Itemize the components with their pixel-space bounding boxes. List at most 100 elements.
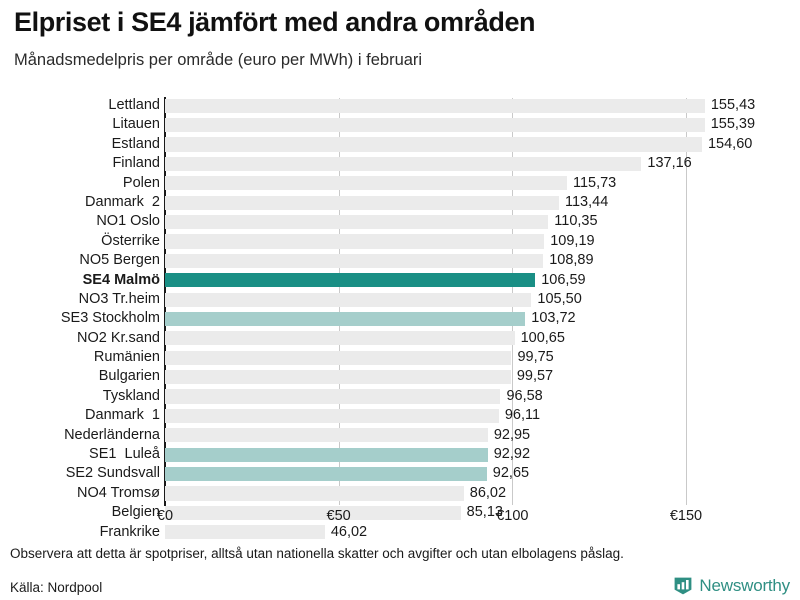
bar-value-label: 85,13: [466, 504, 503, 521]
bar-value-label: 96,11: [504, 407, 541, 424]
bar: [165, 253, 544, 268]
bar-value-label: 96,58: [506, 387, 543, 404]
x-axis-tick-label: €0: [156, 508, 174, 524]
bar-row-label: NO1 Oslo: [96, 213, 160, 230]
bar-row: Finland 137,16: [0, 154, 800, 173]
bar: [165, 292, 532, 307]
bar-value-label: 106,59: [541, 271, 586, 288]
chart-footer: Observera att detta är spotpriser, allts…: [10, 546, 790, 600]
bar-value-label: 109,19: [550, 232, 595, 249]
bar-row-label: SE3 Stockholm: [60, 310, 160, 327]
bar-row-label: NO4 Tromsø: [77, 484, 160, 501]
bar: [165, 505, 461, 520]
bar-row-label: SE2 Sundsvall: [65, 465, 160, 482]
bar: [165, 234, 545, 249]
bar-row: Polen 115,73: [0, 174, 800, 193]
x-axis: €0 €50 €100 €150: [0, 508, 800, 534]
source-row: Källa: Nordpool Newsworthy: [10, 576, 790, 600]
page-title: Elpriset i SE4 jämfört med andra områden: [14, 7, 536, 37]
bar-row: SE1 Luleå 92,92: [0, 445, 800, 464]
bar-row-label: Finland: [112, 155, 160, 172]
bar-chart-icon: [675, 577, 692, 595]
bar-value-label: 115,73: [572, 174, 617, 191]
bar-value-label: 108,89: [549, 252, 594, 269]
bar-value-label: 100,65: [520, 329, 565, 346]
bar-row-label: Bulgarien: [98, 368, 160, 385]
bar-row: Bulgarien 99,57: [0, 367, 800, 386]
bar-row: NO5 Bergen 108,89: [0, 251, 800, 270]
bar-value-label: 92,92: [493, 446, 531, 463]
bar-value-label: 155,39: [710, 116, 756, 133]
bar-value-label: 46,02: [330, 523, 368, 540]
bar-value-label: 113,44: [565, 193, 609, 210]
x-axis-tick-label: €100: [496, 508, 529, 524]
bar-row-label: Tyskland: [102, 387, 160, 404]
bar: [165, 525, 325, 540]
bar-row-label: Belgien: [111, 504, 160, 521]
bar-value-label: 110,35: [554, 213, 598, 230]
chart-header: Elpriset i SE4 jämfört med andra områden…: [14, 7, 786, 70]
bar-value-label: 92,65: [492, 465, 530, 482]
bar-row-label: Nederländerna: [64, 426, 160, 443]
x-axis-tick-label: €50: [326, 508, 351, 524]
bar-row-label: Polen: [122, 174, 160, 191]
bar: [165, 137, 702, 152]
bar-row: SE2 Sundsvall 92,65: [0, 464, 800, 483]
bar-row: Danmark 1 96,11: [0, 406, 800, 425]
bar-row: SE3 Stockholm 103,72: [0, 309, 800, 328]
bar-value-label: 103,72: [531, 310, 576, 327]
bar-value-label: 105,50: [537, 290, 582, 307]
bar-row: Nederländerna 92,95: [0, 426, 800, 445]
bar-value-label: 99,75: [517, 349, 554, 366]
bar-row: NO2 Kr.sand 100,65: [0, 329, 800, 348]
bar-row-label: Danmark 1: [85, 407, 160, 424]
bar-row-label: Litauen: [112, 116, 160, 133]
bar-row-label: SE4 Malmö: [82, 271, 160, 288]
bar-value-label: 154,60: [707, 135, 753, 152]
bar-value-label: 155,43: [710, 97, 756, 113]
bar-row-label: NO3 Tr.heim: [78, 290, 160, 307]
footnote: Observera att detta är spotpriser, allts…: [10, 546, 624, 561]
bar-value-label: 137,16: [647, 155, 692, 172]
brand-name: Newsworthy: [699, 576, 790, 595]
bar-value-label: 99,57: [516, 368, 554, 385]
bar: [165, 428, 488, 443]
bar: [165, 447, 488, 462]
bar-row-label: Rumänien: [93, 349, 160, 366]
bar: [165, 214, 549, 230]
bar-row-label: Österrike: [101, 232, 160, 249]
bar-row: NO1 Oslo 110,35: [0, 212, 800, 231]
bar-value-label: 92,95: [493, 426, 531, 443]
bar-row: Estland 154,60: [0, 135, 800, 154]
bar: [165, 389, 501, 404]
bar-row-label: SE1 Luleå: [89, 446, 160, 463]
bar: [165, 117, 705, 133]
bar: [165, 98, 705, 113]
bar: [165, 176, 567, 191]
bar-row: Lettland 155,43: [0, 96, 800, 115]
bar-row-label: Estland: [111, 135, 160, 152]
bar-row: NO3 Tr.heim 105,50: [0, 290, 800, 309]
bar-row: NO4 Tromsø 86,02: [0, 484, 800, 503]
brand-logo: Newsworthy: [673, 576, 790, 596]
bar: [165, 486, 464, 501]
bar-row-label: NO5 Bergen: [79, 252, 160, 269]
chart-subtitle: Månadsmedelpris per område (euro per MWh…: [14, 50, 423, 69]
bar-row: SE4 Malmö 106,59: [0, 271, 800, 290]
bar: [165, 408, 499, 424]
plot-area: Lettland 155,43 Litauen 155,39 Estland 154,60…: [0, 96, 800, 540]
bar: [165, 156, 642, 171]
bar-value-label: 86,02: [469, 484, 507, 501]
bar-row-label: NO2 Kr.sand: [76, 329, 160, 346]
bar-row: Tyskland 96,58: [0, 387, 800, 406]
x-axis-tick-label: €150: [669, 508, 703, 524]
bar-row: Österrike 109,19: [0, 232, 800, 251]
bar: [165, 350, 512, 365]
bar-row: Rumänien 99,75: [0, 348, 800, 367]
bar: [165, 311, 526, 327]
bar: [165, 331, 515, 346]
bar-row-label: Lettland: [108, 97, 160, 113]
bar: [165, 370, 511, 385]
bar-row-label: Frankrike: [99, 523, 160, 540]
